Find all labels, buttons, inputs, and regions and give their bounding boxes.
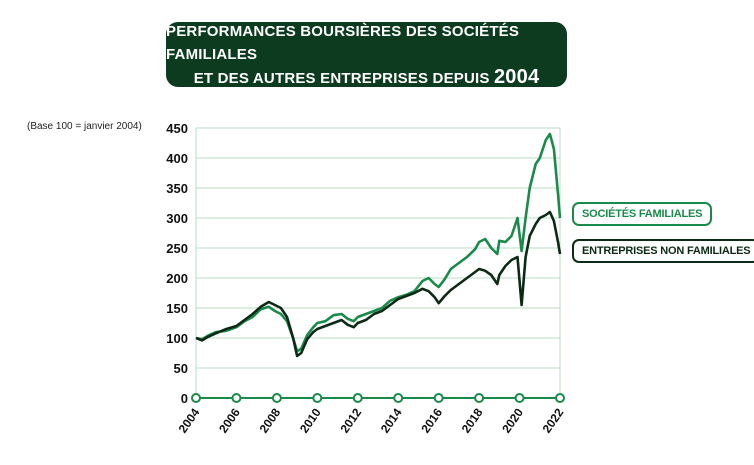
- chart-title-line2: et des autres entreprises depuis 2004: [194, 66, 540, 90]
- x-tick-marker-2018: [474, 393, 485, 403]
- x-tick-label-2018: 2018: [459, 405, 486, 435]
- y-tick-label-0: 0: [181, 391, 188, 406]
- chart-title-line2-text: et des autres entreprises depuis: [193, 69, 490, 87]
- legend-non-familiales: Entreprises non familiales: [572, 239, 754, 263]
- y-tick-label-350: 350: [166, 181, 188, 196]
- x-tick-label-2008: 2008: [257, 405, 284, 435]
- x-tick-label-2014: 2014: [378, 405, 405, 435]
- x-tick-marker-2008: [271, 393, 282, 403]
- x-tick-label-2006: 2006: [216, 405, 243, 435]
- x-tick-marker-2014: [393, 393, 404, 403]
- y-tick-label-50: 50: [174, 361, 188, 376]
- chart-title-banner: Performances boursières des sociétés fam…: [166, 22, 567, 90]
- x-tick-marker-2016: [433, 393, 444, 403]
- x-tick-label-2022: 2022: [540, 405, 567, 435]
- x-tick-marker-2004: [191, 393, 201, 403]
- y-tick-label-100: 100: [166, 331, 188, 346]
- x-tick-label-2004: 2004: [176, 405, 203, 435]
- chart-title-year: 2004: [493, 65, 540, 88]
- legend-familiales: Sociétés familiales: [572, 202, 713, 226]
- x-tick-label-2010: 2010: [297, 405, 324, 435]
- chart-title-line1: Performances boursières des sociétés fam…: [166, 22, 520, 63]
- x-tick-marker-2022: [555, 393, 565, 403]
- x-tick-label-2012: 2012: [337, 405, 364, 435]
- x-tick-marker-2010: [312, 393, 323, 403]
- y-tick-label-200: 200: [166, 271, 188, 286]
- y-tick-label-400: 400: [166, 151, 188, 166]
- base-note: (Base 100 = janvier 2004): [27, 121, 142, 132]
- x-tick-marker-2012: [352, 393, 363, 403]
- y-tick-label-250: 250: [166, 241, 188, 256]
- x-tick-label-2020: 2020: [499, 405, 526, 435]
- y-tick-label-300: 300: [166, 211, 188, 226]
- y-tick-label-150: 150: [166, 301, 188, 316]
- series-line-familiales: [195, 132, 562, 353]
- x-tick-marker-2006: [231, 393, 242, 403]
- x-tick-marker-2020: [514, 393, 525, 403]
- x-tick-label-2016: 2016: [418, 405, 445, 435]
- series-line-non-familiales: [195, 210, 562, 358]
- y-tick-label-450: 450: [166, 121, 188, 136]
